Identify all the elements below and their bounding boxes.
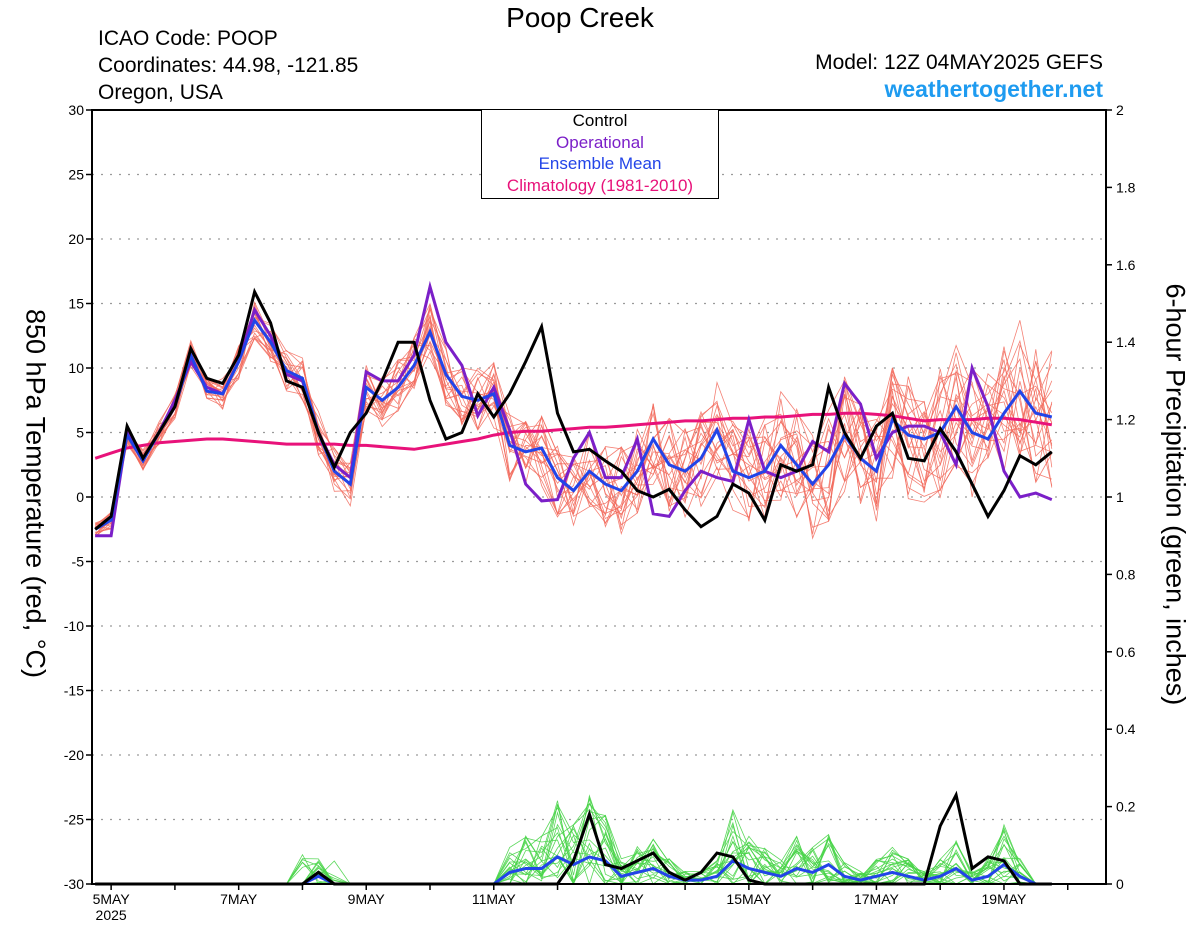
- y-right-tick-label: 1.4: [1116, 334, 1136, 350]
- temperature-member-line: [94, 319, 1053, 528]
- control-line: [94, 287, 1053, 531]
- y-left-tick-label: 25: [68, 167, 84, 183]
- region: Oregon, USA: [98, 81, 223, 104]
- y-right-tick-label: 0.2: [1116, 799, 1136, 815]
- y-right-tick-label: 2: [1116, 102, 1124, 118]
- plot-frame: [91, 109, 1107, 885]
- y-right-tick-label: 0.4: [1116, 721, 1136, 737]
- coordinates: Coordinates: 44.98, -121.85: [98, 54, 359, 77]
- temperature-member-line: [94, 304, 1053, 538]
- y-left-tick-label: 5: [76, 425, 84, 441]
- temperature-member-line: [94, 307, 1053, 540]
- legend: Control Operational Ensemble Mean Climat…: [481, 109, 719, 199]
- y-right-tick-label: 0.8: [1116, 566, 1136, 582]
- chart-title: Poop Creek: [506, 2, 654, 33]
- model-run: Model: 12Z 04MAY2025 GEFS: [815, 51, 1103, 74]
- y-left-tick-label: -30: [64, 876, 84, 892]
- y-axis-right-label: 6-hour Precipitation (green, inches): [1160, 283, 1191, 706]
- y-right-tick-label: 1.2: [1116, 412, 1136, 428]
- grid-lines: [92, 173, 1106, 821]
- precipitation-member-line: [95, 797, 1052, 885]
- x-tick-label: 17MAY: [854, 891, 900, 907]
- y-left-tick-label: 0: [76, 489, 84, 505]
- legend-operational: Operational: [556, 132, 644, 152]
- legend-control: Control: [572, 111, 628, 130]
- y-left-tick-label: -25: [64, 812, 84, 828]
- y-right-tick-label: 1.8: [1116, 179, 1136, 195]
- operational-line: [95, 280, 1053, 538]
- y-left-tick-label: 20: [68, 231, 84, 247]
- precip-control-line: [95, 790, 1052, 886]
- x-tick-label: 7MAY: [220, 891, 258, 907]
- temperature-member-line: [95, 319, 1053, 528]
- legend-ensemble-mean: Ensemble Mean: [538, 154, 662, 173]
- y-left-tick-label: -10: [64, 618, 84, 634]
- temperature-member-line: [94, 301, 1052, 530]
- precipitation-member-line: [95, 802, 1052, 885]
- ensemble-mean-line: [94, 317, 1053, 531]
- y-left-tick-label: -5: [72, 554, 85, 570]
- y-right-tick-label: 0.6: [1116, 644, 1136, 660]
- site-link[interactable]: weathertogether.net: [884, 76, 1103, 102]
- ensemble-members-precipitation: [95, 794, 1052, 886]
- y-left-tick-label: 15: [68, 296, 84, 312]
- axis-ticks: -30-25-20-15-10-505101520253000.20.40.60…: [64, 102, 1136, 923]
- ensemble-members-temperature: [94, 301, 1053, 540]
- y-left-tick-label: -15: [64, 683, 84, 699]
- x-tick-label: 15MAY: [726, 891, 772, 907]
- temperature-member-line: [94, 302, 1053, 528]
- x-tick-label: 11MAY: [472, 891, 516, 907]
- icao-code: ICAO Code: POOP: [98, 27, 278, 50]
- y-right-tick-label: 1.6: [1116, 257, 1136, 273]
- temperature-member-line: [94, 305, 1053, 538]
- y-left-tick-label: 10: [68, 360, 84, 376]
- y-axis-left-label: 850 hPa Temperature (red, °C): [20, 309, 51, 678]
- y-right-tick-label: 0: [1116, 876, 1124, 892]
- y-left-tick-label: 30: [68, 102, 84, 118]
- x-year-label: 2025: [96, 907, 127, 923]
- y-left-tick-label: -20: [64, 747, 84, 763]
- x-tick-label: 9MAY: [348, 891, 386, 907]
- x-tick-label: 13MAY: [599, 891, 645, 907]
- temperature-member-line: [95, 330, 1053, 530]
- y-right-tick-label: 1: [1116, 489, 1124, 505]
- legend-climatology: Climatology (1981-2010): [506, 175, 694, 195]
- x-tick-label: 5MAY: [93, 891, 131, 907]
- x-tick-label: 19MAY: [982, 891, 1028, 907]
- precipitation-member-line: [95, 794, 1052, 885]
- precipitation-member-line: [95, 803, 1052, 885]
- precipitation-member-line: [95, 796, 1052, 885]
- precipitation-member-line: [95, 803, 1052, 885]
